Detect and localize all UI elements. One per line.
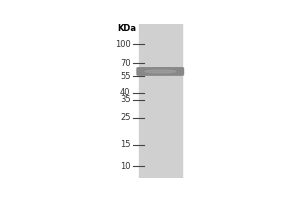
Text: 40: 40 [120,88,130,97]
Text: 25: 25 [120,113,130,122]
Text: 100: 100 [115,40,130,49]
Text: 10: 10 [120,162,130,171]
Ellipse shape [145,70,176,73]
Text: 55: 55 [120,72,130,81]
FancyBboxPatch shape [137,68,184,75]
Text: 35: 35 [120,95,130,104]
Text: 15: 15 [120,140,130,149]
Text: 70: 70 [120,59,130,68]
Text: KDa: KDa [117,24,136,33]
